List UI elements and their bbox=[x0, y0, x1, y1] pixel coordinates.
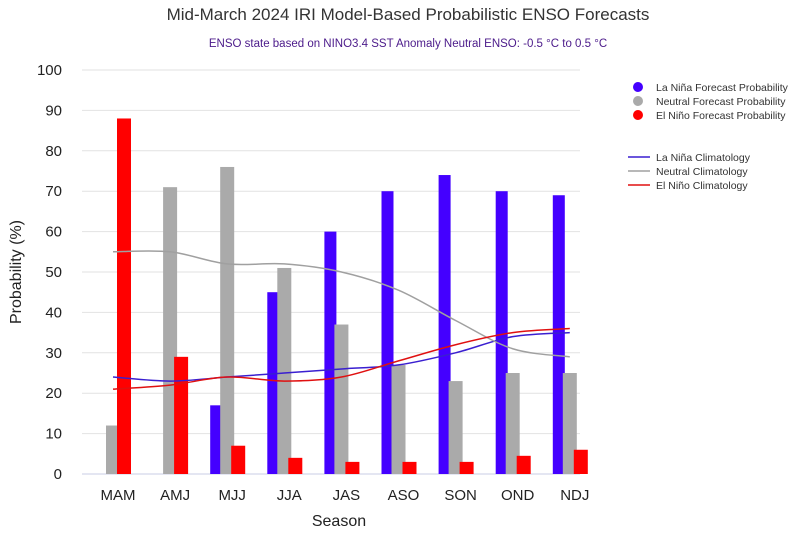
bar-la-nina bbox=[210, 405, 223, 474]
x-tick-label: OND bbox=[501, 487, 535, 504]
x-axis-label: Season bbox=[312, 513, 366, 530]
bar-el-nino bbox=[288, 457, 303, 474]
bar-neutral bbox=[505, 373, 520, 474]
y-tick-label: 0 bbox=[54, 466, 62, 483]
bar-la-nina bbox=[267, 292, 280, 474]
y-tick-label: 90 bbox=[45, 102, 62, 119]
bar-la-nina bbox=[495, 191, 508, 474]
bar-neutral bbox=[562, 373, 577, 474]
x-tick-label: SON bbox=[444, 487, 477, 504]
x-tick-label: JJA bbox=[277, 487, 302, 504]
bar-el-nino bbox=[516, 455, 531, 474]
legend-entry: El Niño Forecast Probability bbox=[656, 110, 786, 122]
bar-el-nino bbox=[573, 449, 588, 474]
legend-entry: Neutral Climatology bbox=[656, 166, 748, 178]
chart-title: Mid-March 2024 IRI Model-Based Probabili… bbox=[167, 5, 650, 24]
legend-marker-icon bbox=[633, 110, 643, 120]
bar-la-nina bbox=[324, 231, 337, 474]
y-tick-label: 40 bbox=[45, 304, 62, 321]
bar-neutral bbox=[448, 381, 463, 474]
legend-entry: Neutral Forecast Probability bbox=[656, 96, 786, 108]
y-tick-label: 20 bbox=[45, 385, 62, 402]
bar-el-nino bbox=[174, 356, 189, 474]
bar-neutral bbox=[277, 267, 292, 474]
tick-labels: 0 10 20 30 40 50 60 70 80 90 100 MAM AMJ MJJ JJA JAS ASO… bbox=[37, 62, 589, 504]
legend: La Niña Forecast Probability Neutral Fore… bbox=[628, 82, 789, 192]
bar-neutral bbox=[220, 166, 235, 474]
x-tick-label: AMJ bbox=[160, 487, 190, 504]
bar-el-nino bbox=[231, 445, 246, 474]
bar-neutral bbox=[106, 425, 120, 474]
bar-la-nina bbox=[438, 175, 451, 475]
climatology-line-la-nina bbox=[112, 331, 570, 382]
legend-entry: La Niña Forecast Probability bbox=[656, 82, 789, 94]
bar-el-nino bbox=[402, 461, 417, 474]
bars bbox=[106, 118, 588, 475]
climatology-lines bbox=[112, 250, 570, 390]
bar-el-nino bbox=[117, 118, 131, 474]
x-tick-label: NDJ bbox=[560, 487, 589, 504]
y-tick-label: 70 bbox=[45, 183, 62, 200]
legend-entry: La Niña Climatology bbox=[656, 152, 751, 164]
y-tick-label: 80 bbox=[45, 143, 62, 160]
y-tick-label: 50 bbox=[45, 264, 62, 281]
bar-neutral bbox=[391, 364, 406, 474]
x-tick-label: JAS bbox=[333, 487, 361, 504]
x-tick-label: ASO bbox=[388, 487, 420, 504]
bar-neutral bbox=[163, 187, 178, 474]
bar-el-nino bbox=[459, 461, 474, 474]
y-tick-label: 60 bbox=[45, 224, 62, 241]
y-tick-label: 100 bbox=[37, 62, 62, 79]
climatology-line-el-nino bbox=[112, 327, 570, 390]
y-axis-label: Probability (%) bbox=[8, 220, 25, 324]
bar-la-nina bbox=[381, 191, 394, 474]
legend-marker-icon bbox=[633, 96, 643, 106]
legend-entry: El Niño Climatology bbox=[656, 180, 748, 192]
bar-la-nina bbox=[552, 195, 565, 475]
x-tick-label: MAM bbox=[101, 487, 136, 504]
bar-neutral bbox=[334, 324, 349, 474]
y-tick-label: 30 bbox=[45, 345, 62, 362]
y-tick-label: 10 bbox=[45, 426, 62, 443]
bar-el-nino bbox=[345, 461, 360, 474]
chart-subtitle: ENSO state based on NINO3.4 SST Anomaly … bbox=[209, 38, 607, 50]
x-tick-label: MJJ bbox=[218, 487, 246, 504]
legend-marker-icon bbox=[633, 82, 643, 92]
climatology-line-neutral bbox=[112, 250, 570, 358]
